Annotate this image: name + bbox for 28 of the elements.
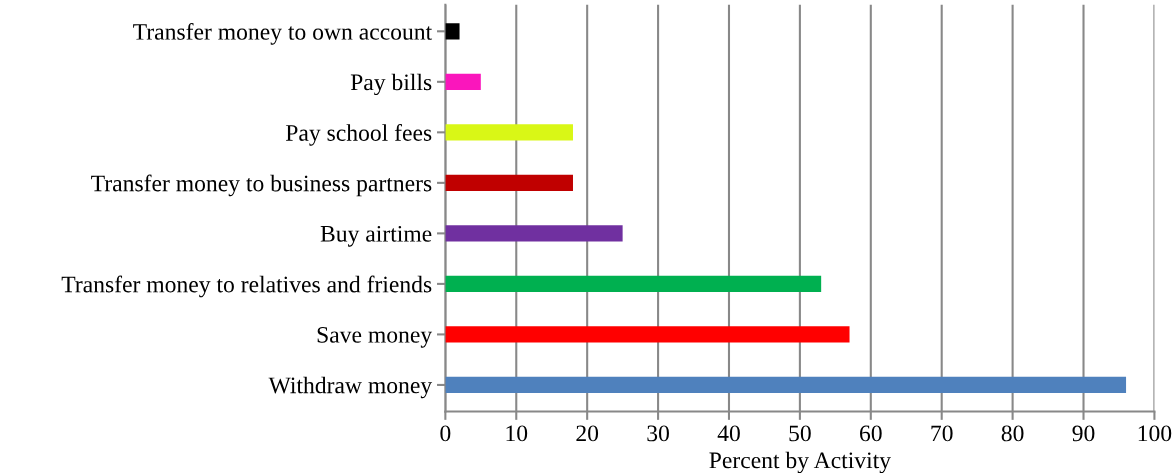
y-tick-label: Save money [317, 326, 433, 348]
bar [445, 326, 850, 343]
y-tick-label: Transfer money to own account [133, 22, 433, 45]
x-axis-title: Percent by Activity [709, 451, 891, 473]
x-tick-label: 50 [789, 425, 811, 442]
x-tick-label: 0 [440, 425, 451, 442]
bar [445, 23, 460, 40]
bar [445, 174, 573, 191]
y-tick-label: Pay bills [350, 73, 432, 96]
y-tick-label: Transfer money to business partners [91, 174, 432, 197]
x-tick-label: 80 [1001, 425, 1024, 442]
x-tick-label: 90 [1072, 425, 1095, 442]
x-tick-label: 60 [860, 425, 882, 442]
bar [445, 225, 623, 242]
y-tick-label: Withdraw money [268, 376, 433, 399]
x-tick-label: 100 [1138, 425, 1172, 442]
x-tick-label: 70 [931, 425, 953, 442]
bar [445, 73, 481, 90]
x-tick-label: 20 [576, 425, 599, 442]
x-tick-label: 10 [506, 425, 528, 442]
bar [445, 376, 1127, 394]
y-tick-label: Transfer money to relatives and friends [61, 275, 432, 298]
x-tick-label: 40 [717, 425, 740, 442]
x-tick-label: 30 [647, 425, 669, 442]
y-tick-label: Pay school fees [285, 124, 432, 146]
bar [445, 124, 573, 141]
bar [445, 275, 822, 292]
y-tick-label: Buy airtime [320, 225, 432, 247]
